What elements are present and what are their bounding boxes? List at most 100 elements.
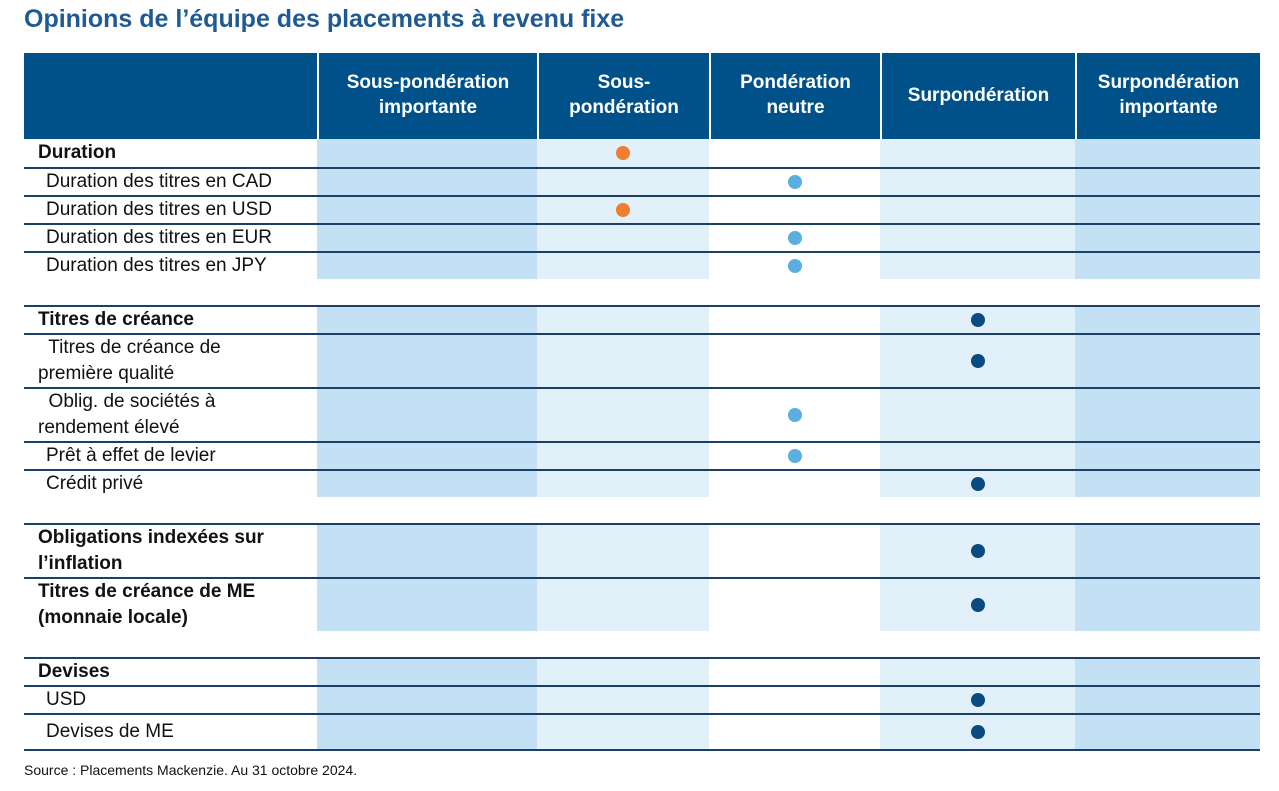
rating-cell	[880, 715, 1075, 749]
rating-cell	[1075, 335, 1260, 387]
rating-cell	[1075, 443, 1260, 469]
rating-cell	[709, 307, 880, 333]
rating-cell	[709, 253, 880, 279]
rating-cell	[537, 139, 709, 167]
spacer-cell	[537, 631, 709, 657]
rating-cell	[317, 525, 537, 577]
table-row: Crédit privé	[24, 469, 1260, 497]
row-label: Crédit privé	[24, 471, 317, 497]
rating-cell	[880, 687, 1075, 713]
rating-cell	[1075, 225, 1260, 251]
header-sous-ponderation-importante: Sous-pondération importante	[317, 53, 537, 139]
rating-cell	[709, 335, 880, 387]
rating-cell	[537, 443, 709, 469]
spacer-cell	[537, 497, 709, 523]
rating-cell	[1075, 659, 1260, 685]
rating-cell	[317, 715, 537, 749]
spacer-cell	[880, 631, 1075, 657]
row-spacer	[24, 631, 1260, 657]
header-line: Surpondération	[1097, 72, 1240, 94]
rating-cell	[1075, 139, 1260, 167]
row-spacer	[24, 497, 1260, 523]
header-line: Pondération	[740, 72, 851, 94]
table-row: Obligations indexées sur l’inflation	[24, 523, 1260, 577]
rating-cell	[1075, 253, 1260, 279]
row-label-line: Titres de créance de	[38, 337, 221, 359]
rating-dot-icon	[970, 544, 985, 558]
row-label-line: (monnaie locale)	[38, 607, 188, 628]
table-row: Titres de créance	[24, 305, 1260, 333]
spacer-cell	[709, 631, 880, 657]
rating-dot-icon	[970, 477, 985, 491]
rating-cell	[880, 525, 1075, 577]
rating-cell	[709, 389, 880, 441]
header-surponderation-importante: Surpondération importante	[1075, 53, 1260, 139]
rating-cell	[880, 197, 1075, 223]
row-label: Obligations indexées sur l’inflation	[24, 525, 317, 577]
rating-cell	[880, 169, 1075, 195]
rating-cell	[1075, 687, 1260, 713]
source-note: Source : Placements Mackenzie. Au 31 oct…	[24, 762, 358, 778]
spacer-cell	[1075, 631, 1260, 657]
rating-dot-icon	[787, 449, 802, 463]
row-label: Devises de ME	[24, 715, 317, 749]
spacer-cell	[24, 631, 317, 657]
table-row: USD	[24, 685, 1260, 713]
rating-cell	[880, 579, 1075, 631]
rating-cell	[709, 139, 880, 167]
rating-cell	[709, 169, 880, 195]
rating-dot-icon	[970, 693, 985, 707]
spacer-cell	[880, 279, 1075, 305]
rating-cell	[537, 253, 709, 279]
row-label-line: Titres de créance de ME	[38, 581, 256, 603]
spacer-cell	[317, 279, 537, 305]
rating-cell	[537, 579, 709, 631]
rating-cell	[537, 225, 709, 251]
rating-cell	[537, 307, 709, 333]
spacer-cell	[317, 497, 537, 523]
row-label: Titres de créance	[24, 307, 317, 333]
row-spacer	[24, 279, 1260, 305]
rating-cell	[709, 443, 880, 469]
table-row: Oblig. de sociétés à rendement élevé	[24, 387, 1260, 441]
rating-cell	[880, 389, 1075, 441]
header-line: pondération	[569, 97, 679, 118]
rating-cell	[537, 687, 709, 713]
spacer-cell	[24, 279, 317, 305]
rating-cell	[709, 197, 880, 223]
header-sous-ponderation: Sous-pondération	[537, 53, 709, 139]
rating-cell	[317, 659, 537, 685]
row-label: Devises	[24, 659, 317, 685]
table-body: Duration Duration des titres en CAD Durati…	[24, 139, 1260, 751]
rating-dot-icon	[970, 354, 985, 368]
row-label: Duration	[24, 139, 317, 167]
header-line: neutre	[766, 97, 825, 118]
rating-cell	[317, 687, 537, 713]
rating-cell	[709, 225, 880, 251]
rating-cell	[1075, 169, 1260, 195]
spacer-cell	[537, 279, 709, 305]
rating-cell	[880, 659, 1075, 685]
table-row: Devises de ME	[24, 713, 1260, 749]
rating-cell	[537, 389, 709, 441]
rating-cell	[317, 139, 537, 167]
spacer-cell	[24, 497, 317, 523]
rating-cell	[880, 307, 1075, 333]
rating-cell	[1075, 197, 1260, 223]
rating-cell	[537, 715, 709, 749]
rating-cell	[317, 197, 537, 223]
table-row: Duration des titres en USD	[24, 195, 1260, 223]
rating-cell	[317, 335, 537, 387]
rating-cell	[880, 225, 1075, 251]
rating-cell	[317, 579, 537, 631]
table-row: Devises	[24, 657, 1260, 685]
rating-cell	[880, 471, 1075, 497]
rating-cell	[317, 169, 537, 195]
rating-cell	[709, 687, 880, 713]
header-ponderation-neutre: Pondération neutre	[709, 53, 880, 139]
rating-dot-icon	[616, 203, 630, 217]
header-line: importante	[1119, 97, 1218, 118]
table-row: Titres de créance de ME (monnaie locale)	[24, 577, 1260, 631]
row-label: Prêt à effet de levier	[24, 443, 317, 469]
page-title: Opinions de l’équipe des placements à re…	[24, 5, 625, 33]
